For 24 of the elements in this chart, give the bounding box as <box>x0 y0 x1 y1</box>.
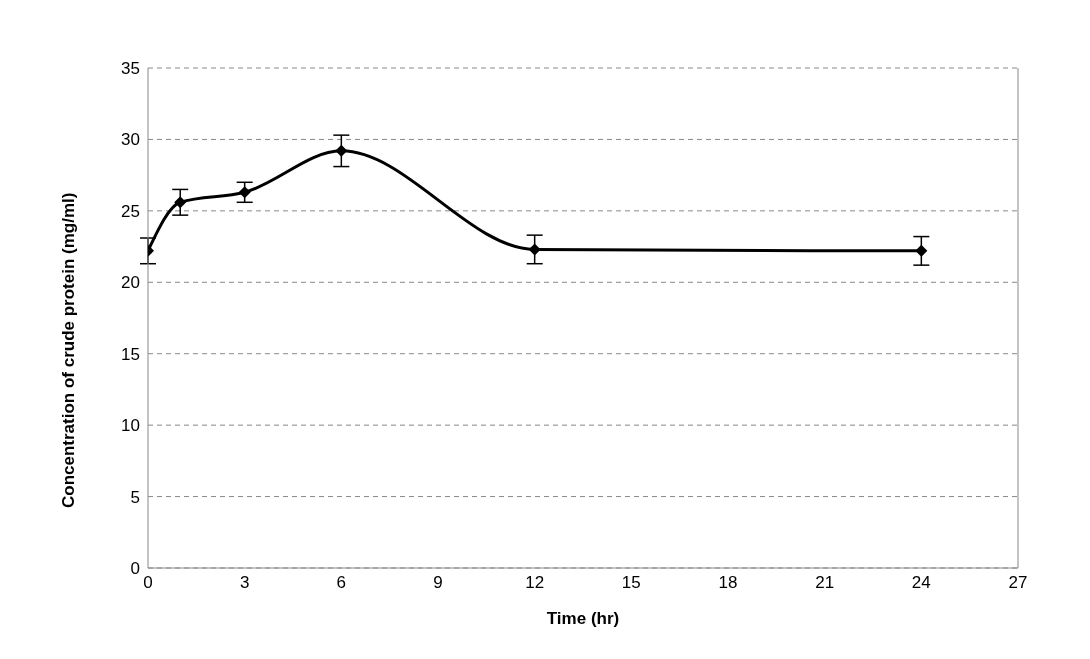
x-axis-title: Time (hr) <box>546 609 620 628</box>
y-tick-label: 25 <box>121 201 140 221</box>
x-tick-label: 6 <box>336 573 347 593</box>
y-tick-label: 15 <box>121 344 140 364</box>
y-tick-label: 30 <box>121 130 140 150</box>
y-axis-title: Concentration of crude protein (mg/ml) <box>59 192 79 508</box>
x-tick-label: 18 <box>718 573 738 593</box>
x-tick-label: 12 <box>525 573 545 593</box>
y-tick-label: 5 <box>130 487 140 507</box>
y-tick-label: 35 <box>121 59 140 79</box>
x-tick-label: 21 <box>815 573 835 593</box>
y-tick-label: 10 <box>121 416 140 436</box>
y-tick-label: 20 <box>121 273 140 293</box>
x-tick-label: 27 <box>1008 573 1028 593</box>
point <box>238 186 251 199</box>
x-tick-label: 24 <box>911 573 931 593</box>
x-tick-label: 9 <box>433 573 443 593</box>
point <box>915 244 928 257</box>
point <box>335 144 348 157</box>
x-tick-label: 15 <box>621 573 641 593</box>
point <box>174 196 187 209</box>
x-tick-label: 3 <box>239 573 250 593</box>
y-tick-label: 0 <box>130 559 140 579</box>
x-tick-label: 0 <box>143 573 153 593</box>
